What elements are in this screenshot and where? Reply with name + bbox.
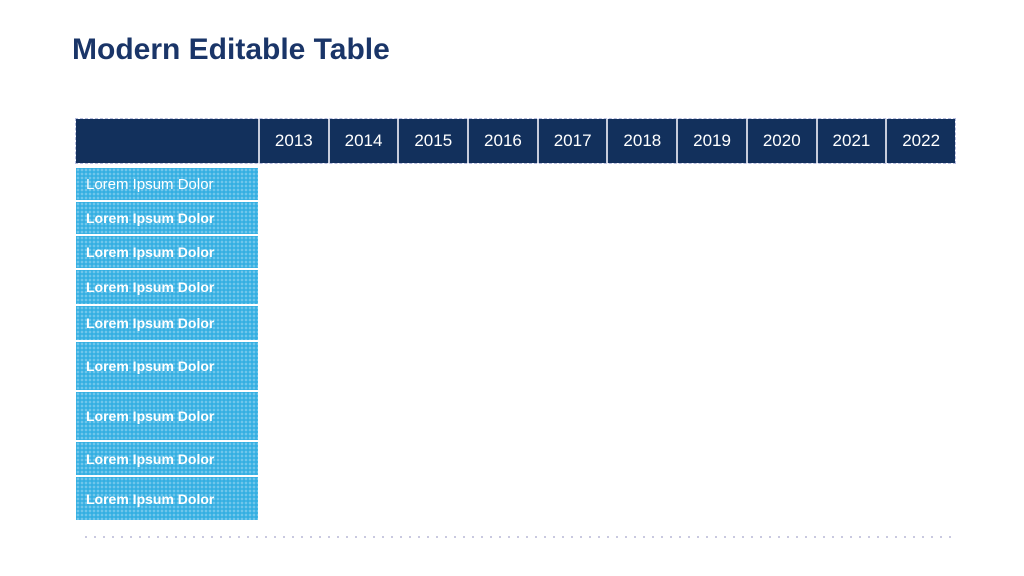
row-label-cell[interactable]: Lorem Ipsum Dolor [76,342,258,390]
table-corner-cell[interactable] [76,119,258,163]
row-label-column: Lorem Ipsum Dolor Lorem Ipsum Dolor Lore… [76,168,258,520]
row-label-cell[interactable]: Lorem Ipsum Dolor [76,392,258,440]
year-header-2020[interactable]: 2020 [745,119,816,163]
row-label-cell[interactable]: Lorem Ipsum Dolor [76,202,258,234]
row-label-cell[interactable]: Lorem Ipsum Dolor [76,442,258,475]
row-label-cell[interactable]: Lorem Ipsum Dolor [76,236,258,268]
year-header-2015[interactable]: 2015 [397,119,467,163]
year-header-2017[interactable]: 2017 [536,119,607,163]
year-header-2014[interactable]: 2014 [327,119,398,163]
year-header-2021[interactable]: 2021 [815,119,886,163]
placeholder-dotted-line [85,536,952,538]
year-header-2018[interactable]: 2018 [606,119,676,163]
row-label-cell[interactable]: Lorem Ipsum Dolor [76,477,258,520]
year-header-2022[interactable]: 2022 [885,119,955,163]
year-header-2019[interactable]: 2019 [676,119,746,163]
row-label-cell[interactable]: Lorem Ipsum Dolor [76,306,258,340]
year-header-2016[interactable]: 2016 [467,119,537,163]
row-label-cell[interactable]: Lorem Ipsum Dolor [76,168,258,200]
row-label-cell[interactable]: Lorem Ipsum Dolor [76,270,258,304]
year-header-2013[interactable]: 2013 [258,119,328,163]
table-header-row: 2013 2014 2015 2016 2017 2018 2019 2020 … [75,118,956,164]
slide-title: Modern Editable Table [72,33,390,66]
